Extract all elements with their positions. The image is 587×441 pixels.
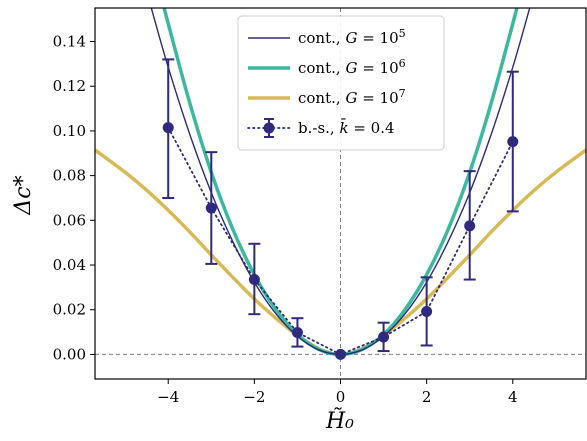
legend-label: cont., G = 105 (298, 27, 406, 47)
legend: cont., G = 105 cont., G = 106 cont., G = 1… (237, 15, 445, 151)
axis-ticks: −4 −2 0 2 4 0.00 0.02 0.04 0.06 0.08 0.10 0.12 0.14 (53, 33, 518, 406)
y-tick-label: 0.04 (53, 256, 86, 274)
legend-label: b.-s., k̄ = 0.4 (298, 119, 395, 137)
data-point (248, 274, 260, 286)
y-tick-label: 0.02 (53, 301, 86, 319)
data-point (335, 348, 346, 360)
data-point (378, 331, 390, 343)
y-tick-label: 0.14 (53, 33, 86, 51)
y-axis-title: Δc* (11, 175, 36, 215)
y-tick-label: 0.10 (53, 122, 86, 140)
legend-entry-0: cont., G = 105 (248, 27, 406, 47)
x-tick-label: −4 (157, 388, 179, 406)
series-layer (95, 8, 586, 360)
data-point (421, 306, 433, 318)
data-point (464, 220, 476, 232)
data-point (291, 327, 303, 339)
legend-entry-1: cont., G = 106 (248, 57, 406, 77)
legend-entry-2: cont., G = 107 (248, 87, 406, 107)
legend-box (237, 15, 445, 151)
y-tick-label: 0.12 (53, 77, 86, 95)
x-tick-label: 4 (508, 388, 518, 406)
data-point (205, 202, 217, 214)
y-tick-label: 0.08 (53, 167, 86, 185)
legend-entry-3: b.-s., k̄ = 0.4 (247, 118, 395, 138)
legend-marker (263, 122, 275, 134)
x-tick-label: −2 (243, 388, 265, 406)
y-tick-label: 0.00 (53, 345, 86, 363)
data-point (507, 136, 519, 148)
x-tick-label: 2 (422, 388, 432, 406)
legend-label: cont., G = 106 (298, 57, 406, 77)
x-tick-label: 0 (336, 388, 346, 406)
legend-label: cont., G = 107 (298, 87, 406, 107)
y-axis-label: Δc* (11, 175, 36, 215)
x-axis-label: H̃₀ (325, 408, 354, 434)
series-3 (162, 58, 519, 360)
data-point (162, 122, 174, 134)
y-tick-label: 0.06 (53, 211, 86, 229)
